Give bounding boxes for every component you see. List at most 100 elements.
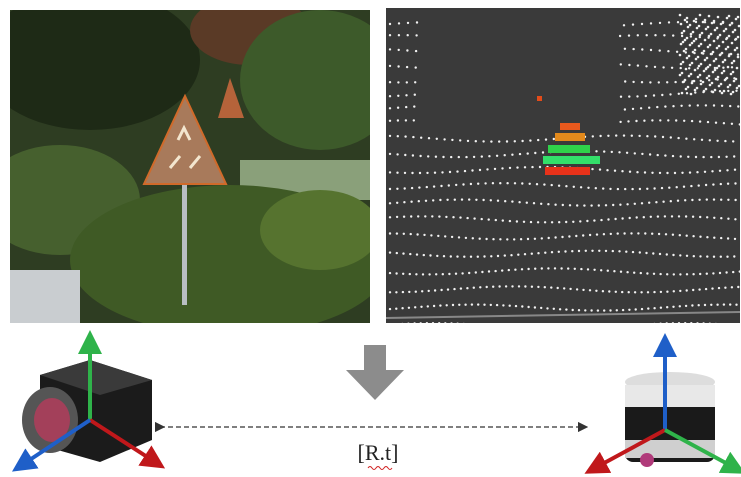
point — [404, 135, 406, 137]
point — [734, 182, 736, 184]
point — [691, 62, 694, 65]
point — [689, 343, 691, 345]
point — [461, 272, 463, 274]
point — [395, 308, 397, 310]
point — [649, 81, 651, 83]
point — [504, 200, 506, 202]
point — [635, 341, 637, 343]
point — [723, 70, 726, 73]
point — [710, 304, 712, 306]
point — [579, 328, 581, 330]
point — [659, 22, 661, 24]
point — [568, 235, 570, 237]
point — [543, 328, 545, 330]
point — [647, 307, 649, 309]
point — [524, 285, 526, 287]
point — [665, 233, 667, 235]
point — [723, 30, 726, 33]
point — [639, 188, 641, 190]
point — [412, 363, 414, 365]
point — [704, 59, 707, 62]
point — [685, 48, 688, 51]
point — [650, 22, 652, 24]
point — [686, 273, 688, 275]
point — [487, 324, 489, 326]
point — [401, 341, 403, 343]
point — [719, 345, 721, 347]
point — [401, 323, 403, 325]
point — [690, 73, 693, 76]
point — [398, 22, 400, 24]
point — [700, 43, 703, 46]
point — [481, 218, 483, 220]
point — [734, 218, 736, 220]
point — [701, 52, 704, 55]
point — [703, 70, 706, 73]
point — [686, 21, 688, 23]
point — [698, 199, 700, 201]
point — [419, 172, 421, 174]
point — [699, 14, 702, 17]
point — [547, 203, 549, 205]
point — [407, 34, 409, 36]
point — [658, 81, 660, 83]
point — [732, 31, 735, 34]
point — [716, 140, 718, 142]
point — [419, 155, 421, 157]
point — [395, 362, 397, 364]
point — [672, 234, 674, 236]
point — [678, 93, 680, 95]
point — [719, 170, 721, 172]
point — [683, 120, 685, 122]
point — [458, 304, 460, 306]
point — [651, 172, 653, 174]
point — [681, 35, 683, 37]
point — [395, 341, 397, 343]
point — [641, 341, 643, 343]
point — [668, 187, 670, 189]
point — [693, 20, 696, 23]
point — [496, 304, 498, 306]
point — [653, 187, 655, 189]
point — [654, 34, 656, 36]
point — [490, 304, 492, 306]
point — [546, 307, 548, 309]
point — [490, 140, 492, 142]
point — [682, 81, 685, 84]
point — [714, 69, 717, 72]
point — [692, 51, 695, 54]
point — [603, 309, 605, 311]
point — [409, 273, 411, 275]
point — [699, 236, 701, 238]
point — [709, 323, 711, 325]
point — [492, 238, 494, 240]
point — [628, 34, 630, 36]
point — [722, 41, 725, 44]
point — [565, 221, 567, 223]
point — [722, 366, 724, 368]
point — [389, 65, 391, 67]
point — [632, 251, 634, 253]
point — [600, 219, 602, 221]
point — [704, 171, 706, 173]
point — [512, 365, 514, 367]
point — [536, 183, 538, 185]
point — [571, 250, 573, 252]
point — [624, 108, 626, 110]
point — [405, 94, 407, 96]
point — [564, 250, 566, 252]
point — [706, 255, 708, 257]
point — [696, 171, 698, 173]
point — [524, 166, 526, 168]
point — [422, 273, 424, 275]
point — [529, 183, 531, 185]
point — [726, 169, 728, 171]
point — [737, 53, 739, 55]
point — [682, 41, 685, 44]
point — [713, 198, 715, 200]
point — [602, 290, 604, 292]
point — [691, 42, 694, 45]
point — [408, 291, 410, 293]
point — [461, 198, 463, 200]
point — [468, 198, 470, 200]
